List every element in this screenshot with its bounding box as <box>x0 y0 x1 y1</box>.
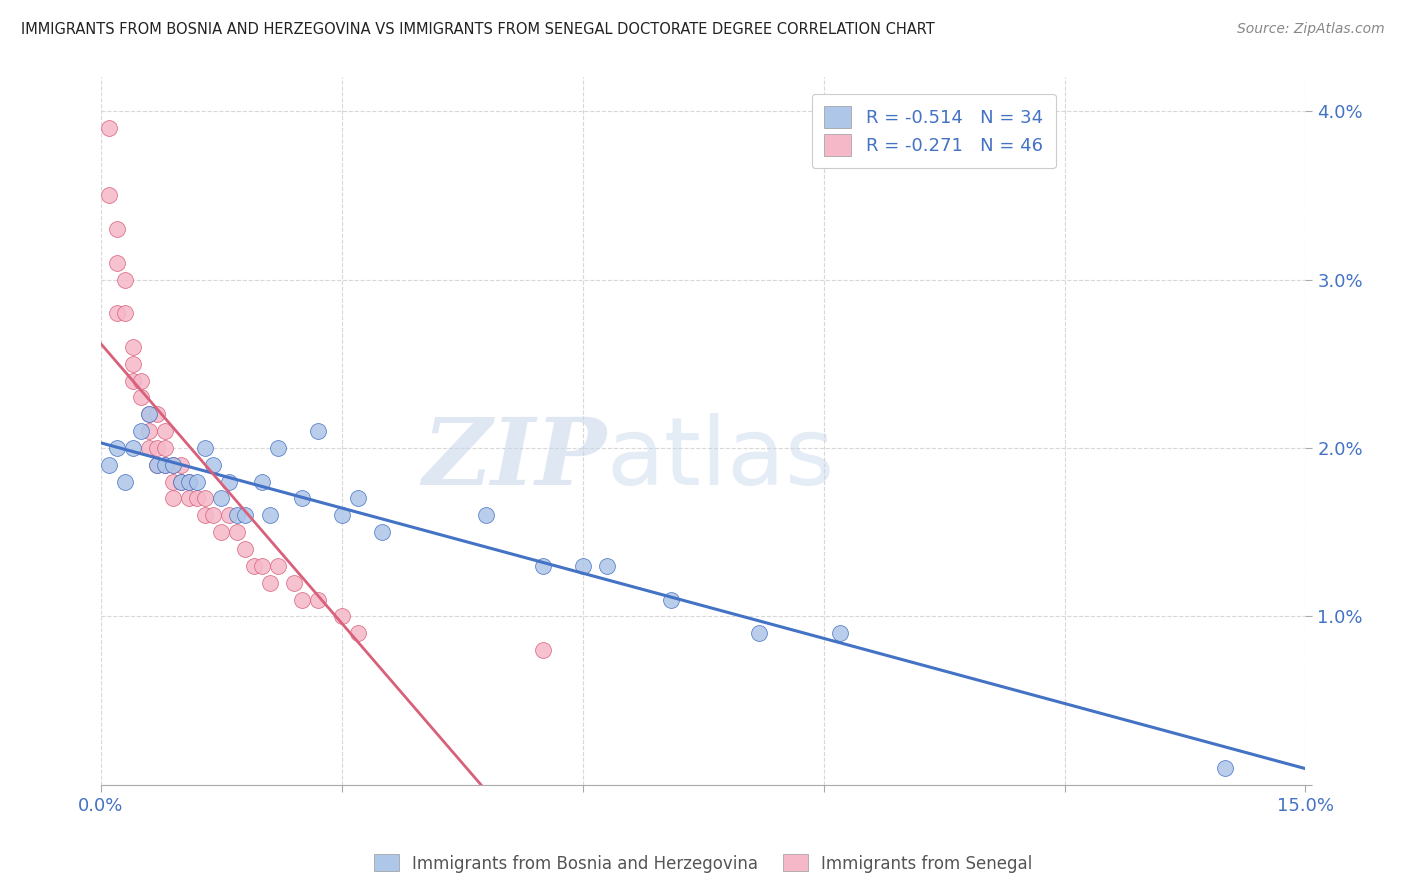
Point <box>186 475 208 489</box>
Point <box>146 441 169 455</box>
Point <box>235 541 257 556</box>
Point <box>291 491 314 506</box>
Point <box>179 475 201 489</box>
Point <box>202 508 225 523</box>
Point <box>153 441 176 455</box>
Point <box>250 558 273 573</box>
Point <box>129 424 152 438</box>
Point <box>146 458 169 472</box>
Point <box>98 458 121 472</box>
Point <box>226 508 249 523</box>
Point <box>162 458 184 472</box>
Point <box>122 441 145 455</box>
Point <box>153 458 176 472</box>
Point <box>138 407 160 421</box>
Point <box>202 458 225 472</box>
Point <box>153 458 176 472</box>
Point <box>209 491 232 506</box>
Legend: R = -0.514   N = 34, R = -0.271   N = 46: R = -0.514 N = 34, R = -0.271 N = 46 <box>811 94 1056 169</box>
Point <box>531 558 554 573</box>
Point <box>259 575 281 590</box>
Point <box>218 475 240 489</box>
Point <box>226 525 249 540</box>
Point <box>347 491 370 506</box>
Point <box>347 626 370 640</box>
Point <box>266 558 288 573</box>
Point <box>162 458 184 472</box>
Point <box>105 306 128 320</box>
Point <box>242 558 264 573</box>
Point <box>235 508 257 523</box>
Point <box>291 592 314 607</box>
Point <box>330 609 353 624</box>
Point <box>146 407 169 421</box>
Point <box>138 441 160 455</box>
Legend: Immigrants from Bosnia and Herzegovina, Immigrants from Senegal: Immigrants from Bosnia and Herzegovina, … <box>367 847 1039 880</box>
Point <box>129 391 152 405</box>
Point <box>266 441 288 455</box>
Text: atlas: atlas <box>607 413 835 506</box>
Point <box>105 441 128 455</box>
Point <box>114 306 136 320</box>
Point <box>122 357 145 371</box>
Point <box>162 475 184 489</box>
Point <box>1213 761 1236 775</box>
Point <box>596 558 619 573</box>
Point <box>138 424 160 438</box>
Point <box>162 491 184 506</box>
Text: Source: ZipAtlas.com: Source: ZipAtlas.com <box>1237 22 1385 37</box>
Point <box>283 575 305 590</box>
Point <box>105 255 128 269</box>
Point <box>571 558 593 573</box>
Point <box>209 525 232 540</box>
Point <box>475 508 498 523</box>
Point <box>114 272 136 286</box>
Point <box>122 374 145 388</box>
Point <box>105 222 128 236</box>
Point <box>98 120 121 135</box>
Point <box>259 508 281 523</box>
Point <box>138 407 160 421</box>
Point <box>170 475 193 489</box>
Point <box>828 626 851 640</box>
Point <box>114 475 136 489</box>
Point <box>250 475 273 489</box>
Point <box>129 374 152 388</box>
Point <box>194 441 217 455</box>
Point <box>122 340 145 354</box>
Point <box>98 188 121 202</box>
Point <box>179 491 201 506</box>
Point <box>371 525 394 540</box>
Text: IMMIGRANTS FROM BOSNIA AND HERZEGOVINA VS IMMIGRANTS FROM SENEGAL DOCTORATE DEGR: IMMIGRANTS FROM BOSNIA AND HERZEGOVINA V… <box>21 22 935 37</box>
Point <box>170 458 193 472</box>
Point <box>170 475 193 489</box>
Point <box>194 491 217 506</box>
Point <box>194 508 217 523</box>
Point <box>531 643 554 657</box>
Point <box>218 508 240 523</box>
Point <box>307 592 329 607</box>
Text: ZIP: ZIP <box>423 415 607 504</box>
Point <box>330 508 353 523</box>
Point <box>146 458 169 472</box>
Point <box>307 424 329 438</box>
Point <box>659 592 682 607</box>
Point <box>153 424 176 438</box>
Point <box>179 475 201 489</box>
Point <box>186 491 208 506</box>
Point <box>748 626 770 640</box>
